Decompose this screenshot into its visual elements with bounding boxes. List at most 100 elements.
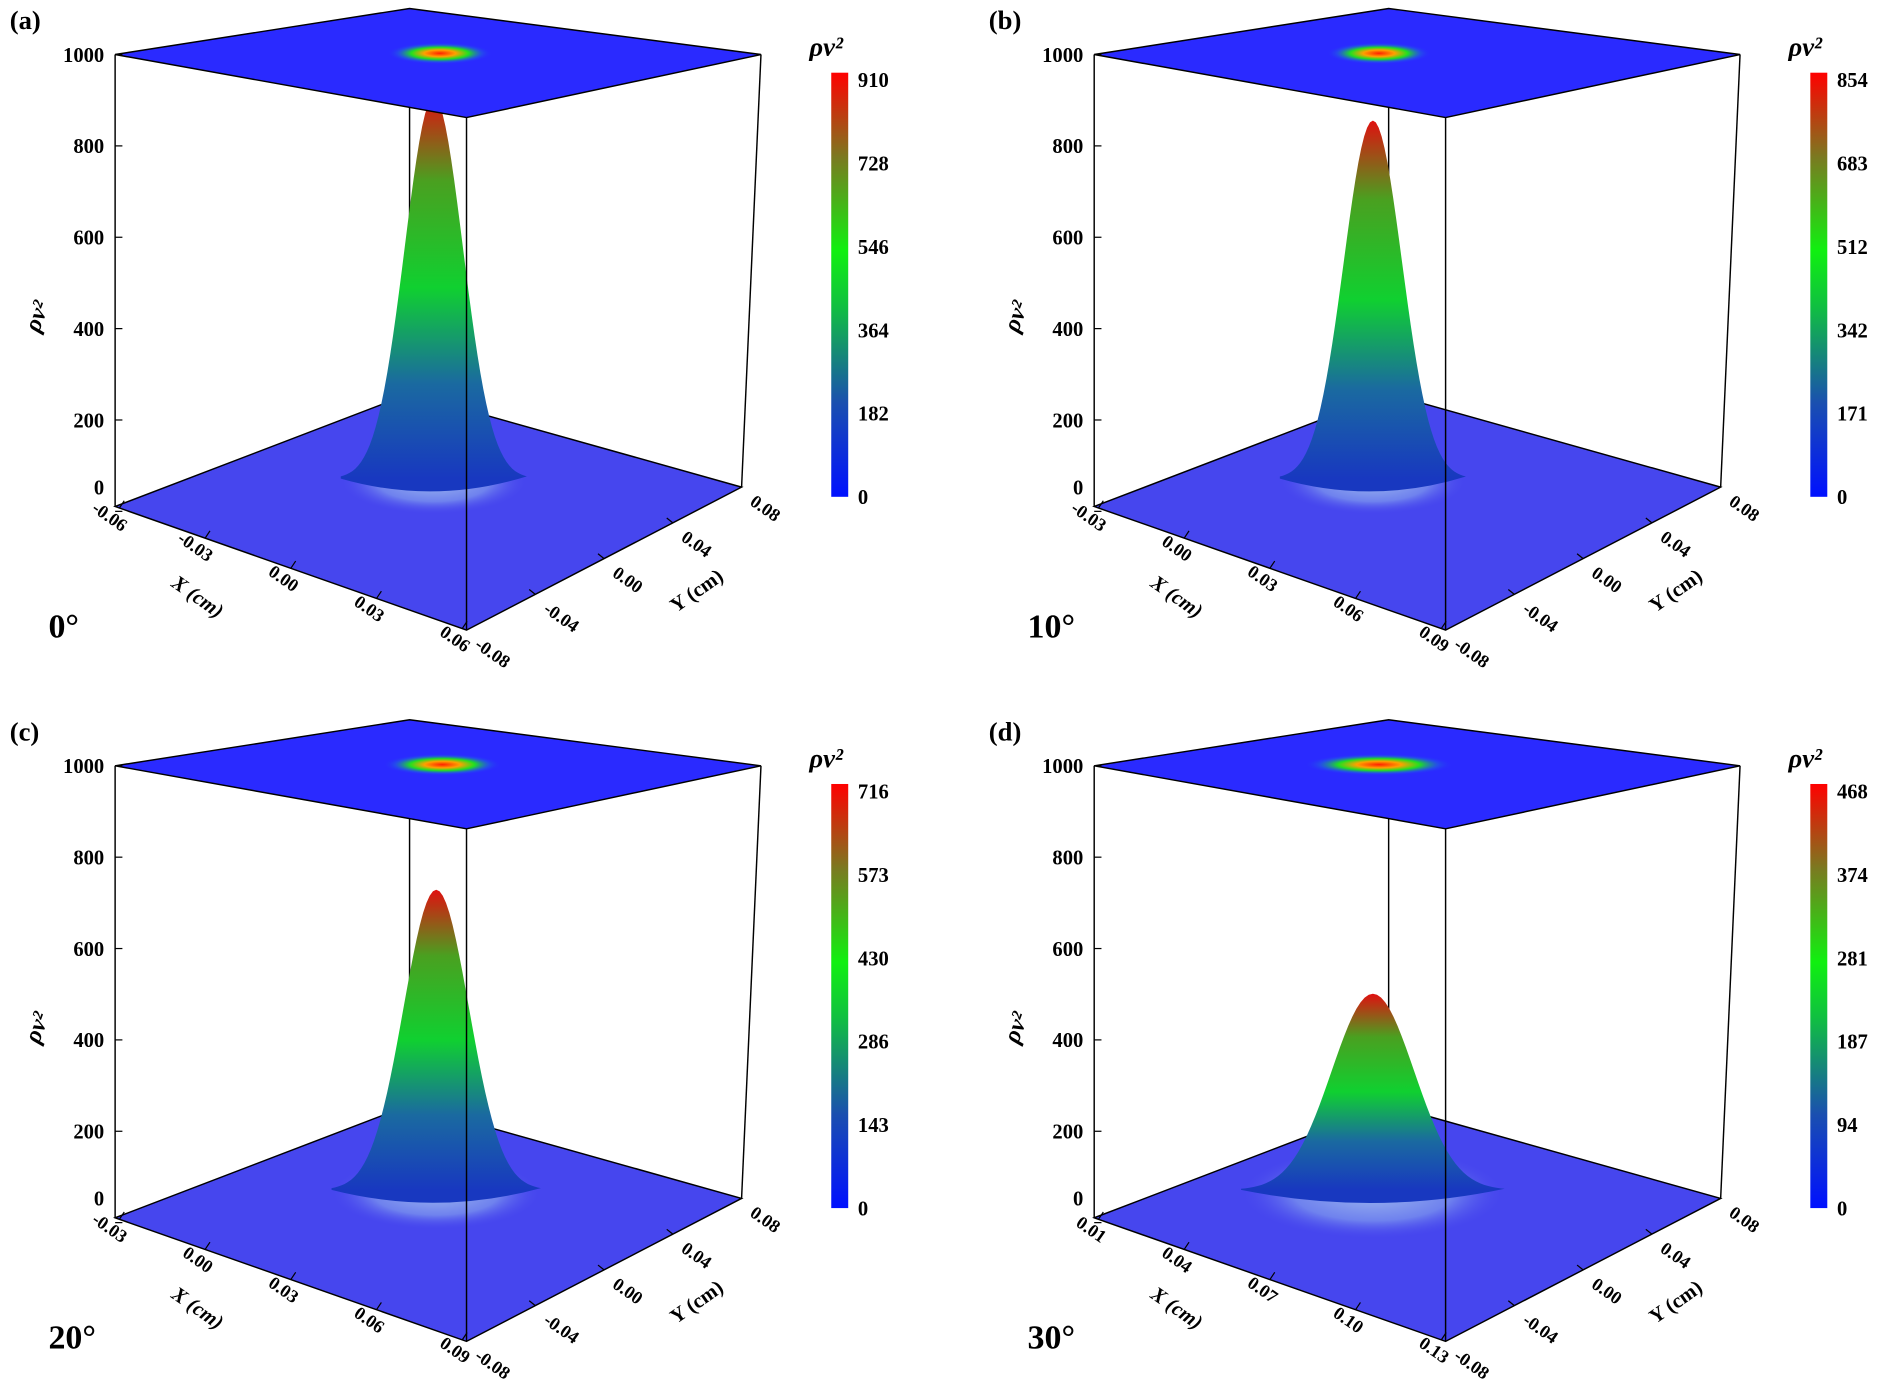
y-tick-label: 0.08 [1726, 491, 1764, 526]
colorbar-tick-label: 683 [1837, 154, 1868, 176]
x-tick-mark [1269, 1271, 1276, 1280]
y-tick-label: -0.08 [471, 1345, 513, 1383]
x-tick-mark [461, 1332, 468, 1341]
colorbar-tick-label: 728 [858, 154, 889, 176]
colorbar-tick-label: 171 [1837, 404, 1868, 426]
peak-surface [331, 889, 541, 1203]
z-tick-label: 400 [1052, 1030, 1083, 1052]
z-tick-label: 400 [73, 1030, 104, 1052]
z-tick-label: 1000 [63, 756, 104, 778]
top-projection-hotspot [1304, 753, 1454, 776]
x-tick-mark [290, 560, 297, 569]
colorbar-tick-label: 374 [1837, 865, 1868, 887]
z-tick-label: 200 [1052, 410, 1083, 432]
colorbar-tick-label: 0 [1837, 1198, 1847, 1220]
box-right-edge [1719, 765, 1741, 1199]
x-tick-mark [204, 530, 211, 539]
top-projection-plane [1094, 7, 1741, 119]
top-projection-plane [1094, 719, 1741, 830]
z-tick-label: 1000 [1042, 45, 1083, 67]
x-tick-mark [1440, 620, 1447, 629]
colorbar-tick-label: 0 [858, 487, 868, 509]
y-axis-label: Y (cm) [1645, 1277, 1706, 1329]
z-axis-label: ρv² [998, 297, 1034, 337]
y-axis-label: Y (cm) [666, 565, 727, 617]
z-axis-label: ρv² [998, 1008, 1034, 1048]
z-tick-label: 0 [1073, 1189, 1083, 1211]
x-tick-mark [1097, 500, 1104, 509]
z-tick-label: 600 [1052, 228, 1083, 250]
colorbar-tick-label: 430 [858, 948, 889, 970]
x-tick-mark [376, 1302, 382, 1311]
peak-surface [1279, 120, 1466, 492]
colorbar-tick-label: 716 [858, 782, 889, 804]
y-tick-label: -0.04 [540, 1309, 582, 1347]
colorbar-tick-label: 546 [858, 237, 889, 259]
x-axis-label: X (cm) [1146, 1282, 1207, 1334]
colorbar [831, 783, 849, 1209]
x-tick-mark [1440, 1332, 1447, 1341]
box-right-edge [1719, 54, 1741, 488]
z-tick-label: 200 [1052, 1122, 1083, 1144]
y-tick-label: 0.04 [1657, 527, 1695, 562]
z-tick-label: 200 [73, 410, 104, 432]
y-tick-mark [666, 1228, 674, 1235]
angle-label: 10° [1028, 608, 1075, 645]
panel-b: 10008006004002000ρv²-0.030.000.030.060.0… [989, 5, 1868, 672]
panel-label: (a) [10, 5, 41, 35]
y-tick-label: 0.04 [678, 1238, 716, 1273]
z-tick-label: 600 [73, 939, 104, 961]
z-tick-label: 800 [1052, 847, 1083, 869]
x-tick-mark [1097, 1211, 1104, 1220]
x-tick-mark [1183, 530, 1190, 539]
panel-label: (c) [10, 716, 40, 746]
y-tick-mark [1507, 1300, 1515, 1307]
x-tick-mark [118, 1211, 125, 1220]
colorbar-tick-label: 468 [1837, 782, 1868, 804]
z-tick-label: 0 [1073, 477, 1083, 499]
y-tick-mark [1645, 1228, 1653, 1235]
panel-d: 10008006004002000ρv²0.010.040.070.100.13… [989, 716, 1868, 1383]
y-tick-mark [597, 1264, 605, 1271]
colorbar-tick-label: 854 [1837, 70, 1868, 92]
y-tick-label: 0.04 [1657, 1238, 1695, 1273]
y-tick-mark [528, 589, 536, 595]
x-axis-label: X (cm) [167, 571, 228, 623]
z-tick-label: 800 [73, 847, 104, 869]
y-tick-label: -0.04 [1519, 598, 1561, 636]
colorbar-tick-label: 0 [858, 1198, 868, 1220]
y-tick-label: 0.04 [678, 527, 716, 562]
colorbar-title: ρv² [1788, 743, 1824, 773]
top-projection-hotspot [383, 753, 502, 776]
colorbar-tick-label: 910 [858, 70, 889, 92]
y-tick-mark [1576, 553, 1584, 560]
z-tick-label: 400 [1052, 319, 1083, 341]
y-tick-mark [597, 553, 605, 560]
y-tick-mark [1507, 589, 1515, 595]
z-axis-label: ρv² [19, 1008, 55, 1048]
y-tick-label: -0.08 [1451, 634, 1493, 672]
y-tick-label: 0.08 [747, 491, 785, 526]
panel-label: (b) [989, 5, 1022, 35]
colorbar-title: ρv² [808, 32, 844, 62]
x-axis-label: X (cm) [167, 1282, 228, 1334]
z-tick-label: 200 [73, 1122, 104, 1144]
colorbar-tick-label: 364 [858, 320, 889, 342]
colorbar-tick-label: 182 [858, 404, 889, 426]
y-tick-label: -0.08 [1451, 1345, 1493, 1383]
x-tick-mark [1355, 1302, 1361, 1311]
angle-label: 20° [48, 1320, 95, 1357]
x-axis-label: X (cm) [1146, 571, 1207, 623]
x-tick-mark [461, 620, 468, 629]
colorbar-tick-label: 143 [858, 1115, 889, 1137]
y-tick-label: 0.00 [1588, 1274, 1626, 1309]
colorbar-tick-label: 187 [1837, 1032, 1868, 1054]
y-tick-label: -0.04 [1519, 1309, 1561, 1347]
y-axis-label: Y (cm) [666, 1277, 727, 1329]
colorbar-tick-label: 0 [1837, 487, 1847, 509]
z-tick-label: 600 [73, 228, 104, 250]
y-tick-mark [528, 1300, 536, 1307]
box-right-edge [740, 54, 762, 488]
y-tick-label: 0.00 [609, 1274, 647, 1309]
